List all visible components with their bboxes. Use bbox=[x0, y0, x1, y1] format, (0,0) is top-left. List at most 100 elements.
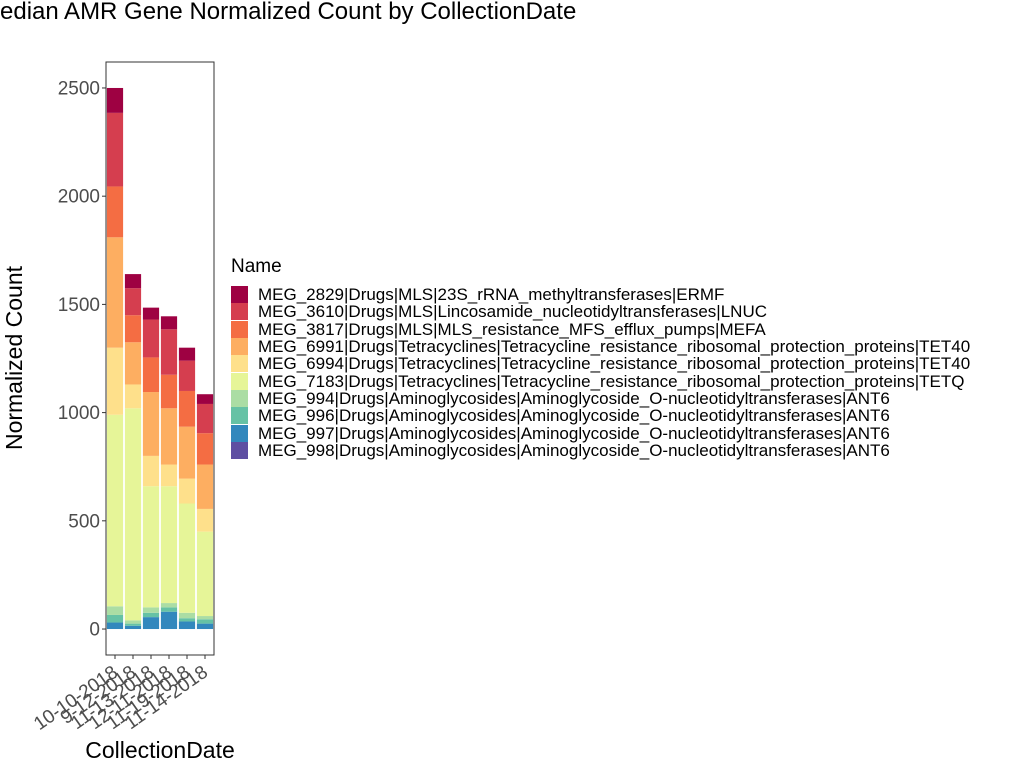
legend-label: MEG_996|Drugs|Aminoglycosides|Aminoglyco… bbox=[258, 406, 890, 426]
bar-segment bbox=[178, 621, 196, 630]
legend: Name MEG_2829|Drugs|MLS|23S_rRNA_methylt… bbox=[231, 256, 970, 459]
legend-item: MEG_2829|Drugs|MLS|23S_rRNA_methyltransf… bbox=[231, 285, 970, 305]
x-axis-label: CollectionDate bbox=[85, 737, 235, 763]
bar-segment bbox=[196, 616, 214, 620]
bar-segment bbox=[124, 623, 142, 626]
legend-swatch bbox=[231, 338, 248, 356]
bar-segment bbox=[196, 531, 214, 617]
bar-segment bbox=[160, 486, 178, 604]
bar-segment bbox=[178, 478, 196, 504]
legend-items: MEG_2829|Drugs|MLS|23S_rRNA_methyltransf… bbox=[231, 286, 970, 459]
legend-label: MEG_2829|Drugs|MLS|23S_rRNA_methyltransf… bbox=[258, 285, 725, 305]
bar-segment bbox=[178, 347, 196, 361]
legend-swatch bbox=[231, 407, 248, 425]
legend-title: Name bbox=[231, 256, 282, 277]
bar-segment bbox=[142, 486, 160, 608]
bar-segment bbox=[142, 612, 160, 618]
bar-segment bbox=[142, 607, 160, 613]
bar-segment bbox=[106, 186, 124, 238]
legend-swatch bbox=[231, 286, 248, 304]
legend-label: MEG_6994|Drugs|Tetracyclines|Tetracyclin… bbox=[258, 354, 971, 374]
bars-layer bbox=[106, 87, 214, 630]
bar-segment bbox=[106, 347, 124, 415]
bar-segment bbox=[142, 357, 160, 393]
legend-swatch bbox=[231, 389, 248, 407]
bar-segment bbox=[160, 408, 178, 465]
legend-label: MEG_7183|Drugs|Tetracyclines|Tetracyclin… bbox=[258, 371, 965, 391]
bar-segment bbox=[160, 316, 178, 330]
legend-swatch bbox=[231, 303, 248, 321]
bar-segment bbox=[178, 612, 196, 619]
bar-segment bbox=[106, 87, 124, 113]
y-axis: 0 500 1000 1500 2000 2500 bbox=[58, 78, 106, 641]
bar-segment bbox=[196, 403, 214, 434]
bar-segment bbox=[142, 455, 160, 487]
bar-segment bbox=[124, 384, 142, 409]
y-tick-label: 2500 bbox=[58, 78, 100, 99]
bar-segment bbox=[160, 374, 178, 409]
chart-title: Median AMR Gene Normalized Count by Coll… bbox=[0, 0, 577, 25]
bar-segment bbox=[160, 329, 178, 375]
legend-item: MEG_3610|Drugs|MLS|Lincosamide_nucleotid… bbox=[231, 302, 970, 322]
bar-segment bbox=[124, 288, 142, 316]
legend-label: MEG_3817|Drugs|MLS|MLS_resistance_MFS_ef… bbox=[258, 319, 766, 339]
bar-segment bbox=[142, 319, 160, 358]
x-axis: 10-10-20189-12-201811-13-201812-11-20181… bbox=[30, 655, 212, 735]
legend-item: MEG_6991|Drugs|Tetracyclines|Tetracyclin… bbox=[231, 337, 971, 357]
plot-panel-border bbox=[105, 61, 215, 656]
bar-segment bbox=[178, 503, 196, 613]
bar-segment bbox=[142, 617, 160, 630]
bar-segment bbox=[178, 618, 196, 622]
bar-segment bbox=[196, 623, 214, 630]
y-tick-label: 1500 bbox=[58, 295, 100, 316]
bar-segment bbox=[160, 611, 178, 630]
bar-segment bbox=[106, 606, 124, 615]
legend-label: MEG_3610|Drugs|MLS|Lincosamide_nucleotid… bbox=[258, 302, 768, 322]
legend-item: MEG_994|Drugs|Aminoglycosides|Aminoglyco… bbox=[231, 388, 970, 408]
bar-segment bbox=[106, 237, 124, 348]
bar-segment bbox=[178, 360, 196, 391]
bar-segment bbox=[196, 464, 214, 509]
y-tick-label: 2000 bbox=[58, 187, 100, 208]
bar-segment bbox=[196, 433, 214, 465]
bar-segment bbox=[124, 620, 142, 624]
bar-segment bbox=[160, 603, 178, 608]
bar-segment bbox=[124, 625, 142, 630]
bar-segment bbox=[106, 614, 124, 623]
legend-item: MEG_6994|Drugs|Tetracyclines|Tetracyclin… bbox=[231, 354, 971, 374]
legend-item: MEG_997|Drugs|Aminoglycosides|Aminoglyco… bbox=[231, 423, 970, 443]
y-tick-label: 500 bbox=[68, 511, 100, 532]
bar-segment bbox=[142, 392, 160, 456]
legend-swatch bbox=[231, 441, 248, 459]
legend-item: MEG_998|Drugs|Aminoglycosides|Aminoglyco… bbox=[231, 440, 970, 460]
legend-label: MEG_998|Drugs|Aminoglycosides|Aminoglyco… bbox=[258, 440, 890, 460]
bar-segment bbox=[106, 414, 124, 607]
legend-item: MEG_3817|Drugs|MLS|MLS_resistance_MFS_ef… bbox=[231, 319, 970, 339]
y-tick-label: 0 bbox=[89, 620, 100, 641]
bar-segment bbox=[106, 622, 124, 630]
legend-label: MEG_994|Drugs|Aminoglycosides|Aminoglyco… bbox=[258, 388, 890, 408]
legend-swatch bbox=[231, 424, 248, 442]
legend-item: MEG_996|Drugs|Aminoglycosides|Aminoglyco… bbox=[231, 406, 970, 426]
legend-swatch bbox=[231, 355, 248, 373]
bar-segment bbox=[196, 508, 214, 532]
legend-label: MEG_997|Drugs|Aminoglycosides|Aminoglyco… bbox=[258, 423, 890, 443]
legend-label: MEG_6991|Drugs|Tetracyclines|Tetracyclin… bbox=[258, 337, 971, 357]
legend-swatch bbox=[231, 320, 248, 338]
legend-item: MEG_7183|Drugs|Tetracyclines|Tetracyclin… bbox=[231, 371, 970, 391]
bar-segment bbox=[160, 607, 178, 612]
bar-segment bbox=[196, 619, 214, 624]
bar-segment bbox=[142, 307, 160, 320]
bar-segment bbox=[178, 426, 196, 479]
bar-segment bbox=[124, 315, 142, 343]
bar-segment bbox=[160, 464, 178, 487]
bar-segment bbox=[124, 342, 142, 385]
bar-segment bbox=[178, 390, 196, 427]
bar-segment bbox=[196, 394, 214, 404]
bar-segment bbox=[106, 112, 124, 187]
bar-segment bbox=[124, 274, 142, 289]
y-axis-label: Normalized Count bbox=[1, 265, 27, 450]
y-tick-label: 1000 bbox=[58, 403, 100, 424]
bar-segment bbox=[124, 408, 142, 621]
